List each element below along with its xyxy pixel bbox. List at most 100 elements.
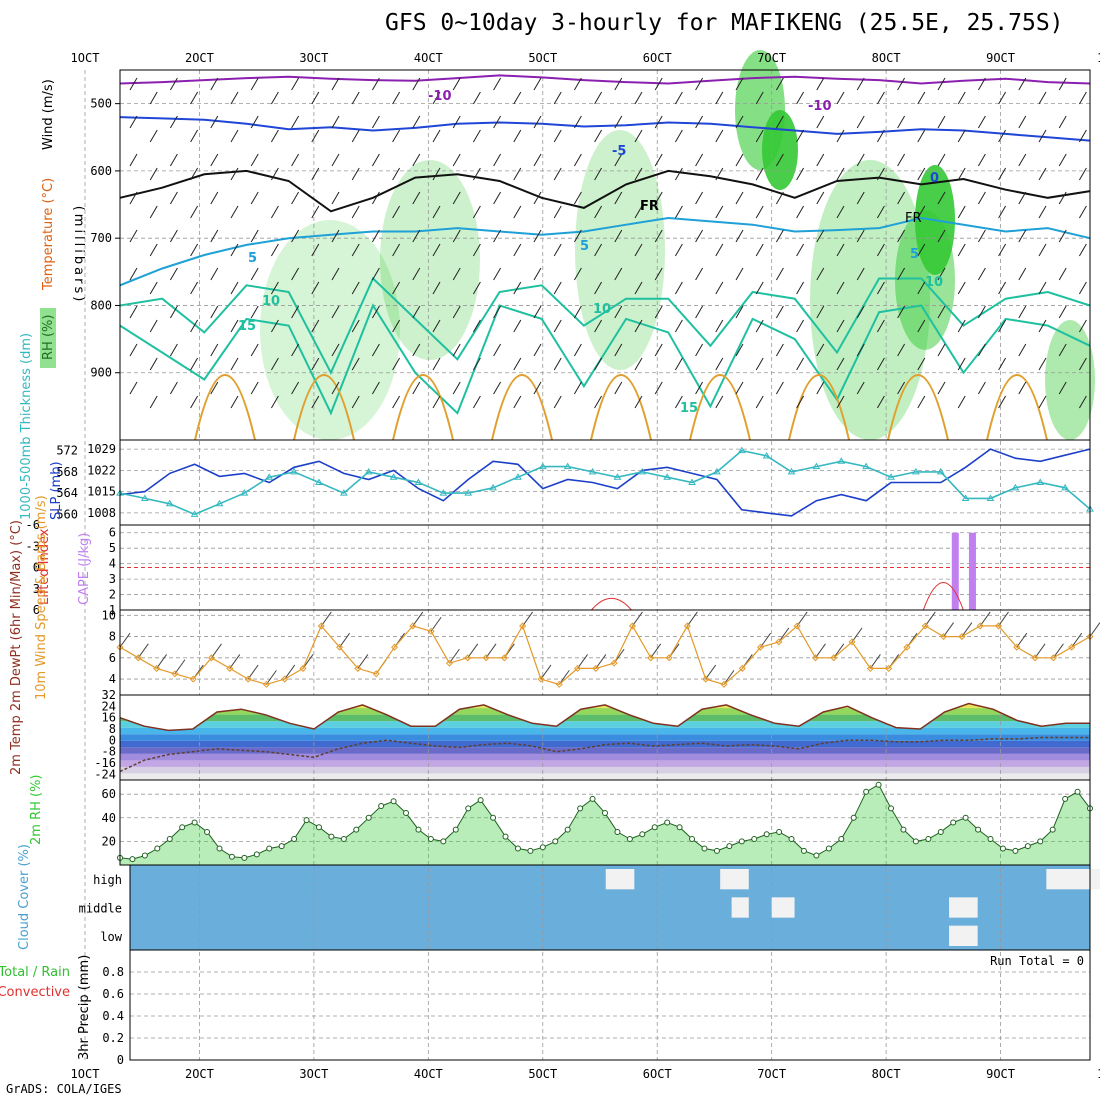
rh-legend-swatch [40, 308, 56, 368]
thickness-point [140, 494, 149, 501]
thickness-point [265, 473, 274, 480]
wind-barb [432, 91, 441, 105]
wind-barb [594, 205, 603, 219]
wind-barb [291, 191, 300, 205]
wind-barb [917, 395, 926, 409]
thickness-side-label: 1000-500mb Thickness (dm) [19, 333, 34, 520]
wind-barb [432, 395, 441, 409]
wind-barb [573, 305, 582, 319]
wind-barb [190, 167, 199, 181]
thickness-point [215, 499, 224, 507]
wind-barb [392, 243, 401, 257]
grads-credit: GrADS: COLA/IGES [6, 1082, 122, 1096]
wind-barb [452, 381, 461, 395]
rh-point [875, 781, 882, 788]
wind-barb [553, 243, 562, 257]
wind-barb [816, 115, 825, 129]
wind-barb [250, 191, 259, 205]
wind-barb [957, 395, 966, 409]
wind-barb [371, 229, 380, 243]
wind-barb [695, 229, 704, 243]
rh-point [925, 836, 932, 843]
wind-barb [331, 77, 340, 91]
wind-barb [614, 343, 623, 357]
wind-barb [796, 281, 805, 295]
wind-barb [533, 115, 542, 129]
wind-barb [755, 243, 764, 257]
wind-barb [149, 91, 158, 105]
rh-point [1037, 838, 1044, 845]
thickness-point [489, 483, 497, 491]
wind-barb [876, 281, 885, 295]
wind-barb-10m [229, 654, 241, 669]
wind-barb [351, 243, 360, 257]
rh-point [651, 824, 658, 831]
wind-barb [876, 205, 885, 219]
temp-mask [120, 695, 1090, 731]
wind-barb [998, 91, 1007, 105]
wind-barb [533, 191, 542, 205]
wind-barb [149, 167, 158, 181]
wind-barb [594, 243, 603, 257]
wind-speed-point [537, 675, 545, 683]
wind-speed-point [793, 622, 801, 630]
wind-barb [573, 153, 582, 167]
cape-side-labels: Lifted Index CAPE (J/kg) [37, 528, 92, 605]
wind-barb [1018, 343, 1027, 357]
thickness-point [713, 467, 721, 475]
wind-barb [1018, 153, 1027, 167]
cape-tick-label: 6 [109, 526, 116, 540]
temp-band [120, 740, 1090, 748]
contour-label: 15 [680, 401, 698, 416]
wind-barb [210, 343, 219, 357]
wind-barb [331, 115, 340, 129]
wind-barb [412, 115, 421, 129]
wind-barb [452, 343, 461, 357]
wind-barb [513, 243, 522, 257]
wind-barb [1038, 319, 1047, 333]
isotherm-0 [119, 169, 1091, 213]
wind-barb [513, 91, 522, 105]
thickness-point [414, 478, 423, 485]
wind-speed-line [119, 624, 1091, 686]
wind-barb [977, 77, 986, 91]
wind-barb [614, 115, 623, 129]
wind-speed-point [409, 622, 417, 630]
wind-barb [816, 77, 825, 91]
wind-speed-point [262, 680, 270, 688]
wind-barb [674, 281, 683, 295]
wind-speed-point [702, 675, 710, 683]
wind-barb-10m [943, 622, 954, 637]
wind-barb [1078, 395, 1087, 409]
rh-point [179, 824, 186, 831]
wind-barb [695, 381, 704, 395]
pressure-tick-label: 800 [90, 298, 112, 312]
wind-barb [836, 91, 845, 105]
temp-side-labels: 2m Temp 2m DewPt (6hr Min/Max) (°C) [9, 520, 24, 775]
wind-barb [190, 357, 199, 371]
rh-point [141, 852, 148, 859]
thickness-point [339, 489, 348, 496]
wind-barb [1038, 91, 1047, 105]
wind-barb [1038, 205, 1047, 219]
wind-barb [1058, 305, 1067, 319]
wind-barb-10m [266, 670, 277, 685]
wind-barb [715, 319, 724, 333]
rh-point [962, 814, 969, 821]
rh-point [403, 810, 410, 817]
wind-barb [291, 305, 300, 319]
wind-barb [856, 77, 865, 91]
rh-point [912, 838, 919, 845]
wind-barb [836, 167, 845, 181]
wind-barb-10m [851, 627, 863, 643]
wind-barb [796, 129, 805, 143]
temp-tick-label: 16 [102, 711, 116, 725]
wind-barb-10m [467, 643, 479, 659]
wind-barb [311, 243, 320, 257]
wind-barb-10m [357, 654, 369, 669]
rh-point [937, 828, 944, 835]
wind-barb [432, 129, 441, 143]
wind-speed-point [683, 622, 691, 630]
wind-barb [291, 115, 300, 129]
wind-speed-point [427, 627, 435, 635]
